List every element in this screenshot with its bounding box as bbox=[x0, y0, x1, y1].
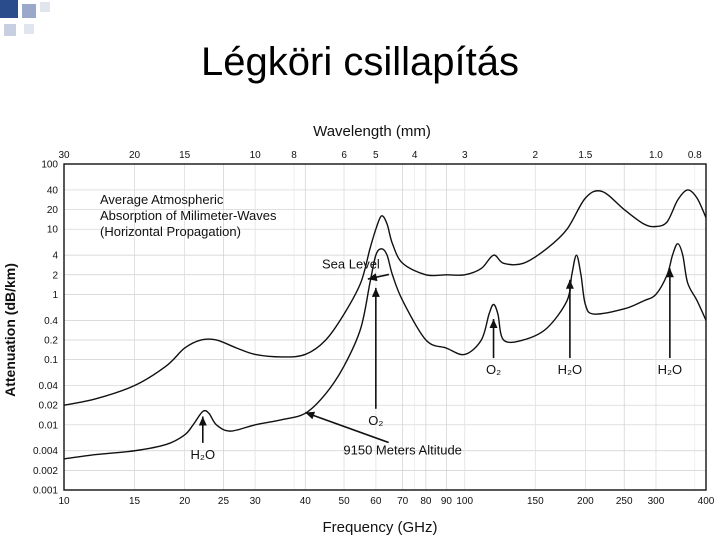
y-tick-label-3: 0.01 bbox=[39, 420, 59, 431]
slide-title: Légköri csillapítás bbox=[201, 40, 519, 84]
annotation-label-3: O₂ bbox=[368, 413, 383, 428]
x-tick-label-10: 90 bbox=[441, 496, 453, 507]
x-tick-label-12: 150 bbox=[527, 496, 544, 507]
wavelength-tick-label-10: 1.5 bbox=[578, 150, 592, 161]
altitude-pointer-head bbox=[305, 411, 316, 420]
x-tick-label-6: 50 bbox=[339, 496, 351, 507]
x-axis-title: Frequency (GHz) bbox=[322, 519, 437, 536]
y-tick-label-12: 10 bbox=[47, 225, 59, 236]
plot-border bbox=[63, 163, 707, 491]
annotation-label-6: H₂O bbox=[658, 362, 683, 377]
y-tick-label-9: 1 bbox=[52, 290, 58, 301]
y-tick-label-15: 100 bbox=[41, 160, 58, 171]
wavelength-tick-label-8: 3 bbox=[462, 150, 468, 161]
corner-square-0 bbox=[0, 0, 18, 18]
wavelength-tick-label-3: 10 bbox=[250, 150, 262, 161]
x-tick-label-5: 40 bbox=[300, 496, 312, 507]
annotation-label-2: H₂O bbox=[191, 447, 216, 462]
y-tick-label-5: 0.04 bbox=[39, 381, 59, 392]
y-tick-label-13: 20 bbox=[47, 205, 59, 216]
wavelength-tick-label-7: 4 bbox=[412, 150, 418, 161]
wavelength-tick-label-2: 15 bbox=[179, 150, 191, 161]
x-tick-label-14: 250 bbox=[616, 496, 633, 507]
wavelength-tick-label-1: 20 bbox=[129, 150, 141, 161]
x-tick-label-9: 80 bbox=[420, 496, 432, 507]
y-tick-label-6: 0.1 bbox=[44, 355, 58, 366]
chart-title-line-3: (Horizontal Propagation) bbox=[100, 224, 241, 239]
wavelength-tick-labels: 30 20 15 10 8 6 5 4 3 2 1.5 1.0 0.8 bbox=[58, 150, 702, 161]
attenuation-chart: 10 15 20 25 30 40 50 60 70 80 90 100 150 200 250 300 400… bbox=[2, 123, 715, 536]
x2-axis-title: Wavelength (mm) bbox=[313, 123, 431, 140]
wavelength-tick-label-12: 0.8 bbox=[688, 150, 702, 161]
series-line-9150-meters-altitude bbox=[63, 242, 707, 460]
altitude-pointer-shaft bbox=[304, 411, 389, 444]
chart-series bbox=[63, 189, 707, 460]
chart-title-line-1: Average Atmospheric bbox=[100, 192, 224, 207]
y-tick-label-11: 4 bbox=[52, 251, 58, 262]
corner-square-2 bbox=[4, 24, 16, 36]
y-tick-label-8: 0.4 bbox=[44, 316, 58, 327]
annotation-arrow-2-head bbox=[198, 416, 207, 426]
annotation-label-1: 9150 Meters Altitude bbox=[343, 443, 462, 458]
chart-annotations: Sea Level 9150 Meters Altitude H₂O O₂ O₂ H₂O H… bbox=[191, 256, 683, 461]
sea-level-pointer-head bbox=[367, 273, 378, 282]
series-line-sea-level bbox=[63, 189, 707, 406]
y-tick-label-10: 2 bbox=[52, 270, 58, 281]
annotation-arrow-6-head bbox=[665, 268, 674, 278]
corner-square-1 bbox=[22, 4, 36, 18]
x-tick-label-2: 20 bbox=[179, 496, 191, 507]
annotation-arrow-5-head bbox=[565, 279, 574, 289]
corner-square-3 bbox=[24, 24, 34, 34]
x-tick-label-16: 400 bbox=[698, 496, 715, 507]
x-tick-label-15: 300 bbox=[648, 496, 665, 507]
annotation-arrow-3-head bbox=[371, 287, 380, 297]
x-tick-label-0: 10 bbox=[58, 496, 70, 507]
x-tick-label-7: 60 bbox=[370, 496, 382, 507]
chart-frame bbox=[63, 163, 707, 491]
corner-square-4 bbox=[40, 2, 50, 12]
chart-title-line-2: Absorption of Milimeter-Waves bbox=[100, 208, 277, 223]
y-tick-label-14: 40 bbox=[47, 185, 59, 196]
wavelength-tick-label-6: 5 bbox=[373, 150, 379, 161]
x-tick-labels: 10 15 20 25 30 40 50 60 70 80 90 100 150 200 250 300 400 bbox=[58, 496, 714, 507]
x-tick-label-8: 70 bbox=[397, 496, 409, 507]
wavelength-tick-label-4: 8 bbox=[291, 150, 297, 161]
annotation-label-0: Sea Level bbox=[322, 256, 380, 271]
x-tick-label-11: 100 bbox=[456, 496, 473, 507]
annotation-label-5: H₂O bbox=[558, 362, 583, 377]
annotation-arrow-4-head bbox=[489, 319, 498, 329]
y-tick-label-2: 0.004 bbox=[33, 446, 58, 457]
corner-decoration bbox=[0, 0, 50, 36]
x-tick-label-4: 30 bbox=[250, 496, 262, 507]
wavelength-tick-label-11: 1.0 bbox=[649, 150, 663, 161]
x-tick-label-13: 200 bbox=[577, 496, 594, 507]
wavelength-tick-label-0: 30 bbox=[58, 150, 70, 161]
annotation-label-4: O₂ bbox=[486, 362, 501, 377]
wavelength-tick-label-5: 6 bbox=[341, 150, 347, 161]
y-tick-label-4: 0.02 bbox=[39, 401, 59, 412]
x-tick-label-1: 15 bbox=[129, 496, 141, 507]
y-axis-title: Attenuation (dB/km) bbox=[2, 263, 18, 397]
y-tick-label-0: 0.001 bbox=[33, 486, 58, 497]
y-tick-labels: 0.001 0.002 0.004 0.01 0.02 0.04 0.1 0.2 0.4 1 2 4 1… bbox=[33, 160, 58, 497]
wavelength-tick-label-9: 2 bbox=[533, 150, 539, 161]
x-tick-label-3: 25 bbox=[218, 496, 230, 507]
y-tick-label-1: 0.002 bbox=[33, 466, 58, 477]
y-tick-label-7: 0.2 bbox=[44, 335, 58, 346]
